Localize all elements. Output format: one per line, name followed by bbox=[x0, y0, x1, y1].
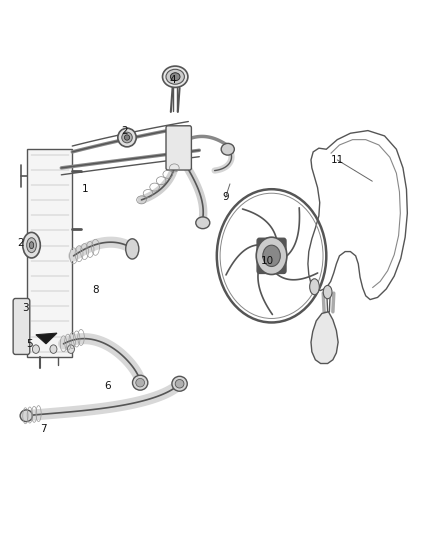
Text: 11: 11 bbox=[331, 155, 344, 165]
Ellipse shape bbox=[172, 376, 187, 391]
Ellipse shape bbox=[136, 378, 145, 387]
Ellipse shape bbox=[122, 132, 132, 143]
FancyBboxPatch shape bbox=[257, 238, 286, 273]
Polygon shape bbox=[311, 312, 338, 364]
Ellipse shape bbox=[323, 286, 332, 298]
Text: 2: 2 bbox=[121, 126, 128, 135]
Text: 7: 7 bbox=[39, 424, 46, 434]
Circle shape bbox=[32, 345, 39, 353]
Text: 4: 4 bbox=[170, 75, 177, 85]
Text: 3: 3 bbox=[22, 303, 29, 313]
Ellipse shape bbox=[118, 128, 136, 147]
Circle shape bbox=[50, 345, 57, 353]
Circle shape bbox=[256, 237, 287, 274]
Ellipse shape bbox=[170, 73, 180, 80]
Text: 2: 2 bbox=[18, 238, 25, 247]
Ellipse shape bbox=[27, 238, 36, 253]
Ellipse shape bbox=[124, 135, 130, 140]
Polygon shape bbox=[36, 333, 57, 344]
Text: 9: 9 bbox=[222, 192, 229, 202]
Ellipse shape bbox=[29, 242, 34, 248]
Ellipse shape bbox=[221, 143, 234, 155]
Ellipse shape bbox=[20, 410, 32, 422]
Text: 1: 1 bbox=[82, 184, 89, 194]
FancyBboxPatch shape bbox=[166, 126, 191, 170]
Ellipse shape bbox=[175, 379, 184, 388]
Ellipse shape bbox=[310, 279, 319, 295]
Ellipse shape bbox=[23, 232, 40, 258]
Circle shape bbox=[263, 245, 280, 266]
Text: 8: 8 bbox=[92, 286, 99, 295]
Ellipse shape bbox=[166, 69, 184, 84]
Ellipse shape bbox=[126, 239, 139, 259]
FancyBboxPatch shape bbox=[13, 298, 30, 354]
Text: 10: 10 bbox=[261, 256, 274, 266]
Circle shape bbox=[67, 345, 74, 353]
Text: 5: 5 bbox=[26, 339, 33, 349]
Text: 6: 6 bbox=[104, 382, 111, 391]
Ellipse shape bbox=[196, 217, 210, 229]
Ellipse shape bbox=[162, 66, 188, 87]
Ellipse shape bbox=[132, 375, 148, 390]
Bar bbox=[27, 149, 72, 357]
